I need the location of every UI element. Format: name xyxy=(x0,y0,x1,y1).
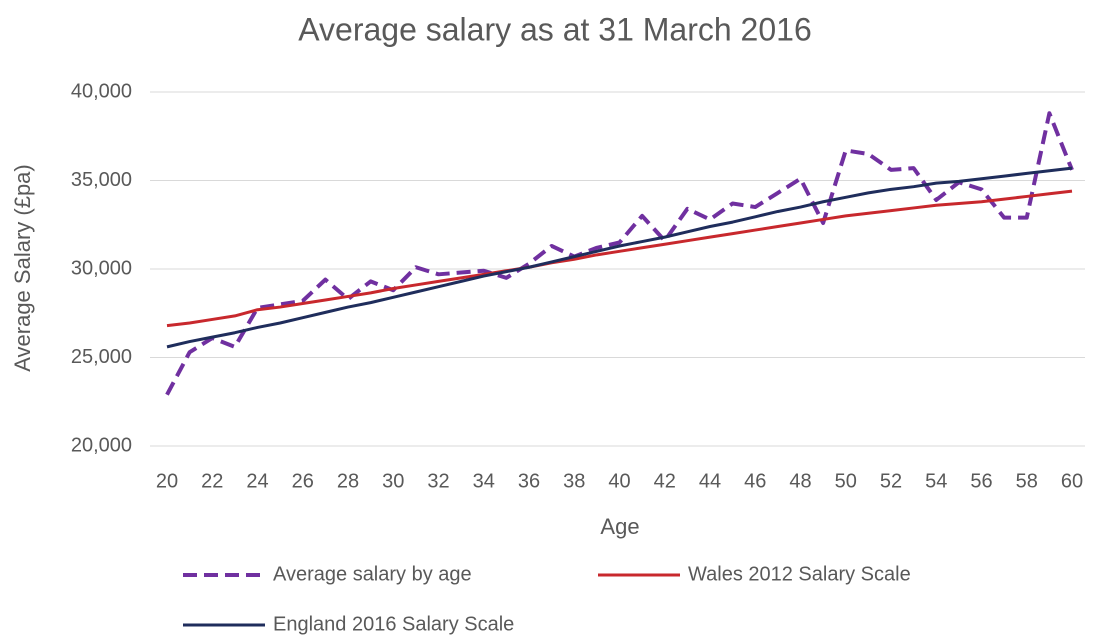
legend-label: England 2016 Salary Scale xyxy=(273,613,514,635)
x-tick-label: 40 xyxy=(608,470,630,492)
x-tick-label: 22 xyxy=(201,470,223,492)
y-tick-label: 25,000 xyxy=(71,346,132,368)
y-axis-label: Average Salary (£pa) xyxy=(10,164,35,372)
legend-label: Average salary by age xyxy=(273,563,472,585)
y-tick-label: 35,000 xyxy=(71,169,132,191)
x-tick-label: 42 xyxy=(654,470,676,492)
x-tick-label: 36 xyxy=(518,470,540,492)
chart-title: Average salary as at 31 March 2016 xyxy=(298,11,811,47)
series-line xyxy=(166,166,1073,349)
x-tick-label: 52 xyxy=(880,470,902,492)
x-tick-label: 26 xyxy=(292,470,314,492)
x-tick-label: 60 xyxy=(1061,470,1083,492)
x-tick-label: 58 xyxy=(1016,470,1038,492)
y-tick-label: 20,000 xyxy=(71,434,132,456)
x-tick-label: 38 xyxy=(563,470,585,492)
x-tick-label: 32 xyxy=(427,470,449,492)
legend-label: Wales 2012 Salary Scale xyxy=(688,563,911,585)
x-tick-label: 24 xyxy=(246,470,268,492)
x-tick-label: 48 xyxy=(789,470,811,492)
y-tick-label: 30,000 xyxy=(71,257,132,279)
x-tick-label: 50 xyxy=(835,470,857,492)
x-tick-label: 28 xyxy=(337,470,359,492)
x-tick-label: 54 xyxy=(925,470,947,492)
x-tick-label: 44 xyxy=(699,470,721,492)
y-tick-label: 40,000 xyxy=(71,80,132,102)
x-tick-label: 34 xyxy=(473,470,495,492)
x-tick-label: 56 xyxy=(970,470,992,492)
series-line xyxy=(165,111,1074,396)
x-axis-label: Age xyxy=(600,514,639,539)
series-line xyxy=(166,189,1073,328)
x-tick-label: 46 xyxy=(744,470,766,492)
x-tick-label: 30 xyxy=(382,470,404,492)
x-tick-label: 20 xyxy=(156,470,178,492)
